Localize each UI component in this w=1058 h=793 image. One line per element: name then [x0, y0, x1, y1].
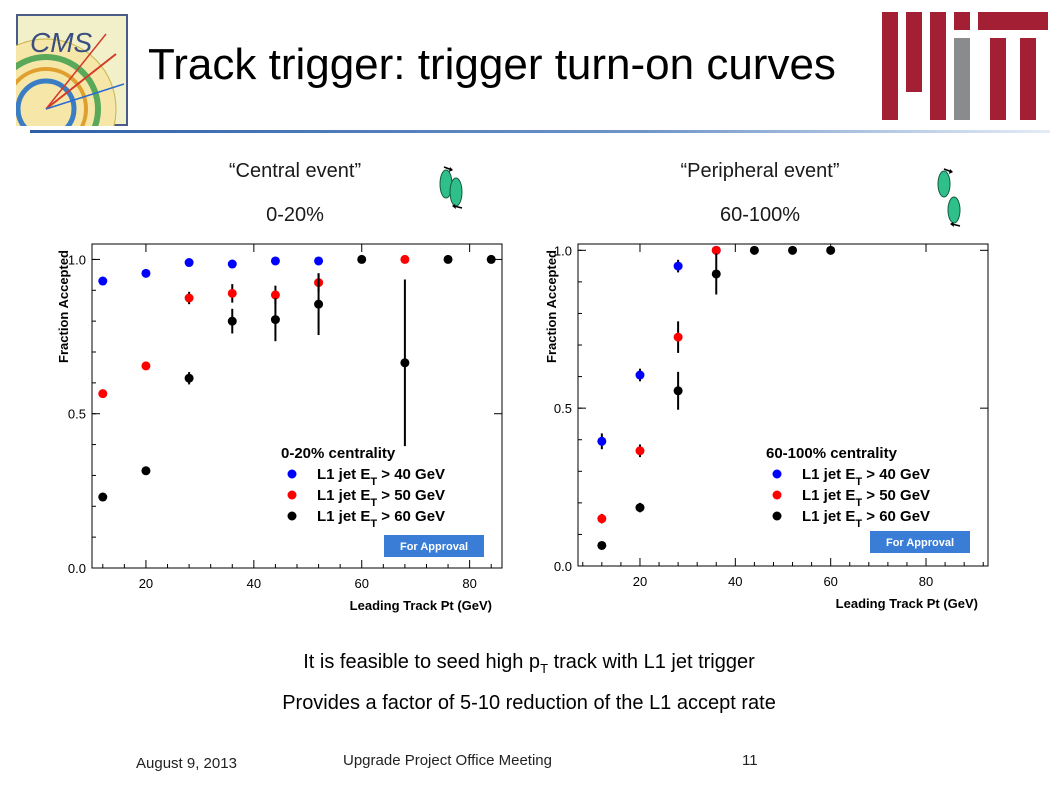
- data-point: [443, 254, 453, 264]
- data-point: [314, 256, 324, 266]
- data-point: [635, 446, 645, 456]
- central-range-label: 0-20%: [266, 204, 324, 226]
- ellipse-pair-icon: [937, 168, 961, 227]
- footer-page-number: 11: [742, 752, 758, 769]
- mit-logo: [882, 12, 1048, 120]
- x-tick-label: 80: [919, 574, 933, 589]
- cms-logo: CMS: [16, 14, 128, 126]
- data-point: [98, 276, 108, 286]
- data-point: [141, 466, 151, 476]
- x-tick-label: 40: [247, 576, 261, 591]
- legend-entry: L1 jet ET > 50 GeV: [802, 487, 930, 509]
- data-point: [826, 245, 836, 255]
- legend-entry: L1 jet ET > 40 GeV: [802, 466, 930, 488]
- data-point: [98, 492, 108, 502]
- bullet-feasibility: It is feasible to seed high pT track wit…: [0, 651, 1058, 676]
- for-approval-badge: [384, 535, 484, 557]
- data-point: [141, 268, 151, 278]
- ellipse-pair-icon: [439, 166, 463, 209]
- y-tick-label: 1.0: [554, 243, 572, 258]
- legend-marker: [772, 469, 782, 479]
- for-approval-label: For Approval: [886, 537, 954, 549]
- data-point: [400, 254, 410, 264]
- data-point: [673, 332, 683, 342]
- for-approval-label: For Approval: [400, 541, 468, 553]
- x-tick-label: 40: [728, 574, 742, 589]
- y-tick-label: 1.0: [68, 252, 86, 267]
- x-tick-label: 20: [139, 576, 153, 591]
- y-axis-label: Fraction Accepted: [544, 250, 559, 363]
- data-point: [635, 503, 645, 513]
- peripheral-event-label: “Peripheral event”: [680, 160, 840, 182]
- title-divider: [30, 130, 1050, 133]
- x-tick-label: 80: [462, 576, 476, 591]
- data-point: [227, 288, 237, 298]
- data-point: [597, 540, 607, 550]
- data-point: [597, 436, 607, 446]
- y-tick-label: 0.0: [68, 561, 86, 576]
- data-point: [357, 254, 367, 264]
- data-point: [635, 370, 645, 380]
- y-tick-label: 0.5: [554, 401, 572, 416]
- legend-marker: [287, 469, 297, 479]
- data-point: [486, 254, 496, 264]
- peripheral-range-label: 60-100%: [719, 204, 801, 226]
- data-point: [270, 315, 280, 325]
- plot-frame: [577, 243, 989, 567]
- x-axis-label: Leading Track Pt (GeV): [350, 598, 492, 613]
- data-point: [227, 259, 237, 269]
- x-axis-label: Leading Track Pt (GeV): [836, 596, 978, 611]
- legend-entry: L1 jet ET > 60 GeV: [317, 508, 445, 530]
- data-point: [673, 386, 683, 396]
- legend-marker: [287, 511, 297, 521]
- central-event-label: “Central event”: [228, 160, 362, 182]
- data-point: [227, 316, 237, 326]
- y-axis-label: Fraction Accepted: [56, 250, 71, 363]
- footer-date: August 9, 2013: [136, 755, 237, 772]
- data-point: [270, 256, 280, 266]
- data-point: [711, 269, 721, 279]
- legend-title: 0-20% centrality: [281, 445, 396, 462]
- data-point: [400, 358, 410, 368]
- bullet-reduction: Provides a factor of 5-10 reduction of t…: [282, 692, 776, 714]
- data-point: [749, 245, 759, 255]
- legend-entry: L1 jet ET > 50 GeV: [317, 487, 445, 509]
- data-point: [788, 245, 798, 255]
- right-chart: 20 40 60 80 0.0 0.5 1.0 Leading Track Pt (GeV) F…: [534, 236, 998, 616]
- data-point: [98, 389, 108, 399]
- legend-marker: [772, 490, 782, 500]
- slide-title: Track trigger: trigger turn-on curves: [148, 40, 836, 89]
- y-tick-label: 0.5: [68, 407, 86, 422]
- data-point: [711, 245, 721, 255]
- bullet-1-main: It is feasible to seed high p: [303, 651, 541, 673]
- x-tick-label: 60: [355, 576, 369, 591]
- legend-title: 60-100% centrality: [766, 445, 898, 462]
- data-point: [673, 261, 683, 271]
- x-tick-label: 20: [633, 574, 647, 589]
- data-point: [597, 514, 607, 524]
- data-point: [141, 361, 151, 371]
- data-point: [314, 299, 324, 309]
- legend-entry: L1 jet ET > 60 GeV: [802, 508, 930, 530]
- svg-text:CMS: CMS: [30, 27, 93, 58]
- left-chart: 20 40 60 80 0.0 0.5 1.0 Leading Track Pt (GeV) F…: [36, 236, 516, 616]
- data-point: [184, 293, 194, 303]
- data-point: [184, 258, 194, 268]
- y-tick-label: 0.0: [554, 559, 572, 574]
- legend-marker: [772, 511, 782, 521]
- for-approval-badge: [870, 531, 970, 553]
- data-point: [184, 373, 194, 383]
- legend-marker: [287, 490, 297, 500]
- bullet-1-subscript: T: [540, 661, 549, 676]
- x-tick-label: 60: [823, 574, 837, 589]
- data-point: [270, 290, 280, 300]
- bullet-1-tail: track with L1 jet trigger: [548, 651, 755, 673]
- footer-meeting: Upgrade Project Office Meeting: [343, 752, 552, 769]
- legend-entry: L1 jet ET > 40 GeV: [317, 466, 445, 488]
- plot-frame: [91, 243, 503, 569]
